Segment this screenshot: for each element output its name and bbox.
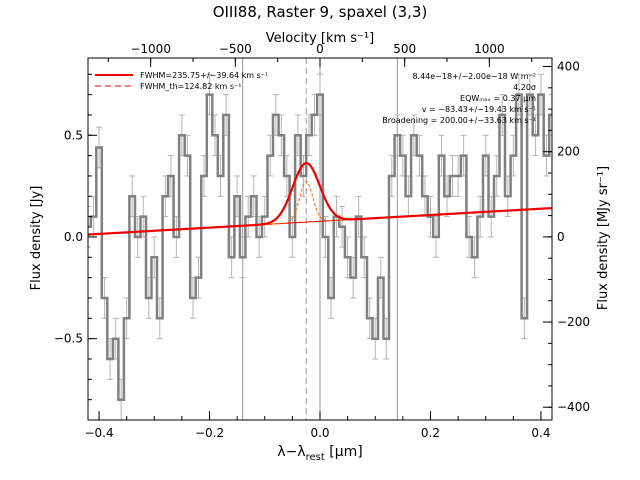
right-tick-label-4: 400 xyxy=(557,60,580,74)
right-tick-label-2: 0 xyxy=(557,230,565,244)
axis-ticks: −0.4 −0.2 0.0 0.2 0.4 −1000 −500 0 500 1000 −0.5 0.… xyxy=(54,42,590,440)
annotation-0: 8.44e−18+/−2.00e−18 W m⁻² xyxy=(412,72,536,81)
right-tick-label-1: −200 xyxy=(557,315,590,329)
legend-label-0: FWHM=235.75+/−39.64 km s⁻¹ xyxy=(140,71,268,80)
plot-content xyxy=(88,58,552,420)
spectrum-histogram xyxy=(88,93,552,401)
x-tick-label-4: 0.4 xyxy=(531,426,550,440)
x-tick-label-3: 0.2 xyxy=(421,426,440,440)
x-axis-label-main: λ−λ xyxy=(277,444,305,460)
y-axis-label: Flux density [Jy] xyxy=(29,186,44,291)
legend: FWHM=235.75+/−39.64 km s⁻¹ FWHM_th=124.82… xyxy=(95,71,268,91)
velocity-tick-label-1: −500 xyxy=(219,42,252,56)
velocity-tick-label-4: 1000 xyxy=(474,42,505,56)
x-tick-label-0: −0.4 xyxy=(84,426,113,440)
y-tick-label-1: 0.0 xyxy=(64,230,83,244)
y-tick-label-0: −0.5 xyxy=(54,332,83,346)
annotation-4: Broadening = 200.00+/−33.63 km s⁻¹ xyxy=(382,116,536,125)
x-tick-label-2: 0.0 xyxy=(310,426,329,440)
right-y-axis-label: Flux density [MJy sr⁻¹] xyxy=(596,166,611,310)
x-axis-label: λ−λrest [μm] xyxy=(277,444,362,463)
x-tick-label-1: −0.2 xyxy=(195,426,224,440)
legend-label-1: FWHM_th=124.82 km s⁻¹ xyxy=(140,82,241,91)
y-tick-label-2: 0.5 xyxy=(64,128,83,142)
x-axis-label-unit: [μm] xyxy=(325,444,363,460)
right-tick-label-0: −400 xyxy=(557,400,590,414)
x-axis-label-subscript: rest xyxy=(306,452,325,463)
right-tick-label-3: 200 xyxy=(557,145,580,159)
gaussian-fit-curve xyxy=(88,161,552,236)
annotation-3: v = −83.43+/−19.43 km s⁻¹ xyxy=(422,105,536,114)
plot-area xyxy=(88,58,552,420)
velocity-axis-label: Velocity [km s⁻¹] xyxy=(266,31,374,46)
fit-annotations: 8.44e−18+/−2.00e−18 W m⁻² 4.20σ EQWₘₐₓ = 0… xyxy=(382,72,536,125)
annotation-1: 4.20σ xyxy=(513,83,536,92)
chart-title: OIII88, Raster 9, spaxel (3,3) xyxy=(213,3,428,21)
velocity-tick-label-2: 0 xyxy=(316,42,324,56)
annotation-2: EQWₘₐₓ = 0.37 μm xyxy=(460,94,536,103)
velocity-tick-label-3: 500 xyxy=(393,42,416,56)
velocity-tick-label-0: −1000 xyxy=(130,42,171,56)
